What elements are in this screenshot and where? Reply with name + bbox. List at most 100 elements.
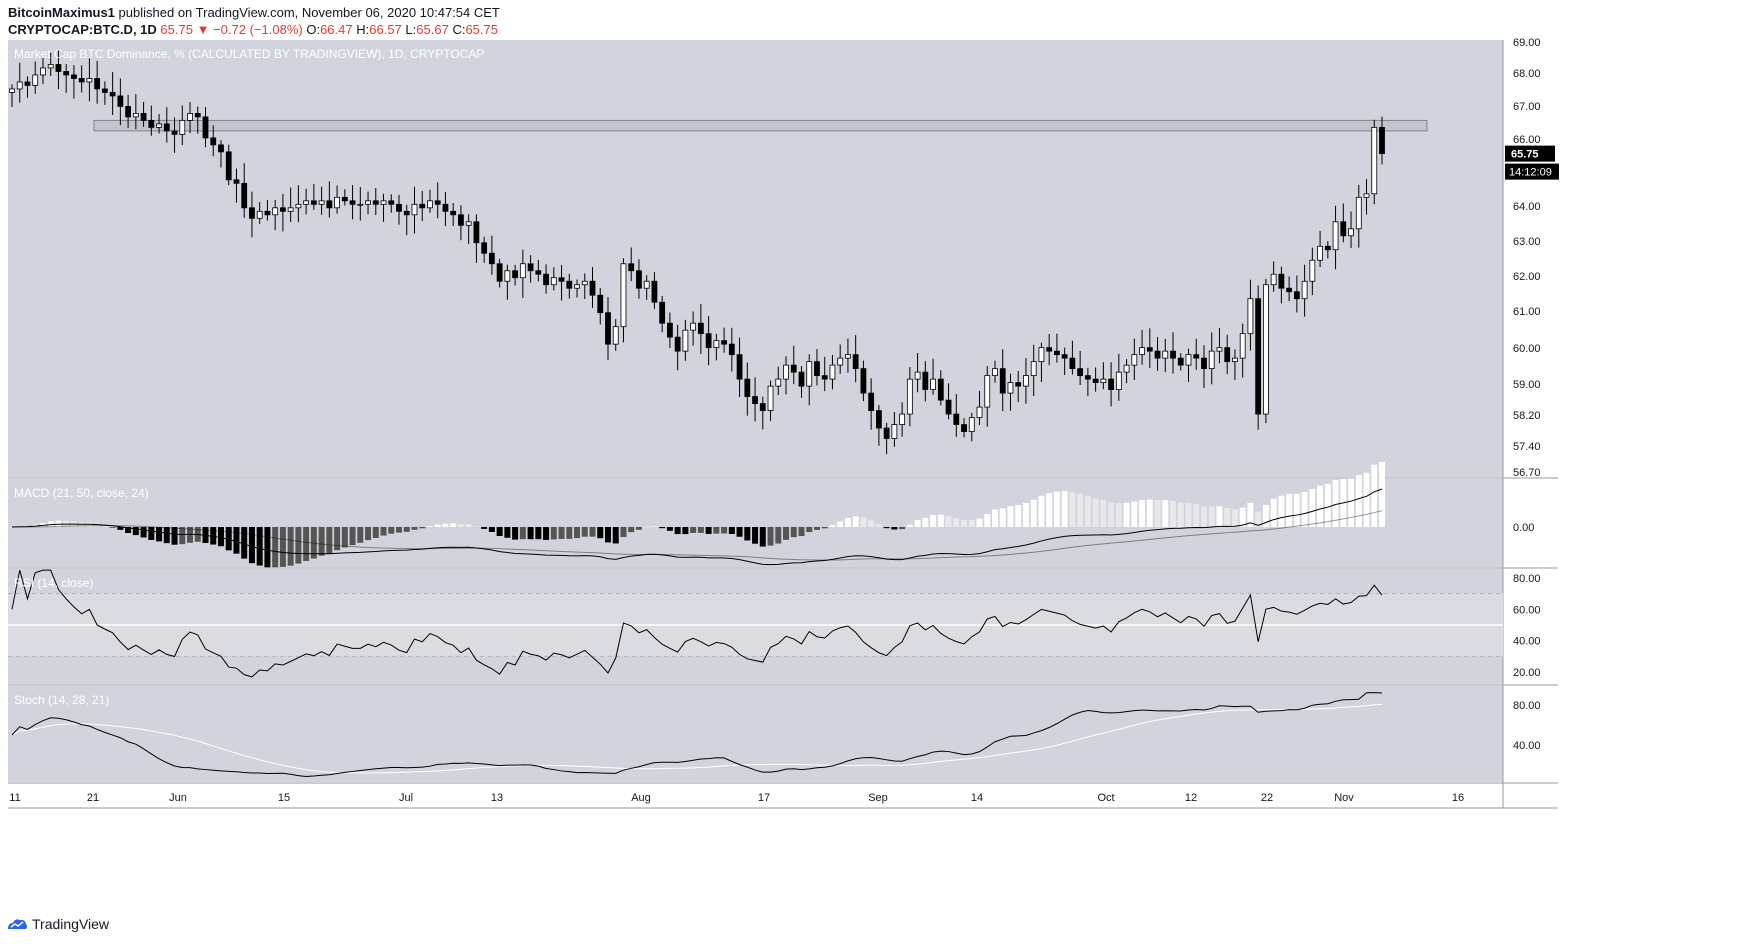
candle-body-130 <box>1015 382 1022 387</box>
macd-histogram-bar-174 <box>1355 475 1362 527</box>
time-tick-label: 13 <box>491 792 503 804</box>
macd-histogram-bar-117 <box>914 520 921 527</box>
macd-histogram-bar-86 <box>674 527 681 535</box>
candle-body-94 <box>736 354 743 380</box>
macd-histogram-bar-5 <box>47 521 54 527</box>
candle-body-121 <box>945 399 952 415</box>
candle-body-135 <box>1054 350 1060 356</box>
macd-histogram-bar-94 <box>736 527 743 537</box>
candle-body-44 <box>349 200 356 205</box>
macd-histogram-bar-53 <box>419 527 426 529</box>
rsi-tick-label: 20.00 <box>1513 667 1541 679</box>
macd-histogram-bar-67 <box>527 527 534 540</box>
macd-histogram-bar-46 <box>365 527 372 541</box>
macd-histogram-bar-122 <box>953 517 960 527</box>
macd-histogram-bar-169 <box>1317 485 1324 527</box>
macd-histogram-bar-114 <box>891 527 898 530</box>
candle-body-117 <box>914 371 921 380</box>
candle-body-17 <box>140 113 147 121</box>
macd-histogram-bar-72 <box>566 527 573 539</box>
candle-body-137 <box>1069 357 1076 370</box>
candle-body-120 <box>937 378 944 401</box>
candle-body-142 <box>1108 378 1114 390</box>
high-label: H: <box>356 22 370 37</box>
candle-body-103 <box>806 361 813 387</box>
macd-histogram-bar-36 <box>287 527 294 566</box>
panel-background-3 <box>8 686 1503 782</box>
macd-histogram-bar-80 <box>628 527 635 533</box>
candle-body-15 <box>125 106 132 118</box>
macd-tick-label: 0.00 <box>1513 522 1534 534</box>
macd-histogram-bar-31 <box>248 527 255 564</box>
macd-histogram-bar-54 <box>426 526 433 527</box>
candle-body-167 <box>1301 280 1308 300</box>
macd-histogram-bar-102 <box>798 527 805 537</box>
candle-body-110 <box>860 368 867 394</box>
candle-body-7 <box>63 71 70 76</box>
candle-body-36 <box>287 207 294 212</box>
candle-body-74 <box>581 280 588 286</box>
candle-body-134 <box>1046 347 1053 352</box>
candle-body-176 <box>1371 127 1378 195</box>
macd-histogram-bar-34 <box>272 527 279 568</box>
macd-histogram-bar-106 <box>829 525 836 527</box>
candle-body-76 <box>597 294 604 314</box>
price-tick-label: 58.20 <box>1513 410 1541 422</box>
macd-histogram-bar-161 <box>1255 511 1262 527</box>
macd-histogram-bar-133 <box>1038 495 1045 527</box>
macd-histogram-bar-20 <box>163 527 170 544</box>
candle-body-143 <box>1115 371 1122 390</box>
candle-body-75 <box>589 280 596 296</box>
macd-histogram-bar-116 <box>906 524 913 527</box>
candle-body-65 <box>512 270 519 279</box>
current-price-badge <box>1505 145 1555 162</box>
macd-histogram-bar-98 <box>767 527 774 546</box>
candle-body-107 <box>837 357 844 366</box>
candle-body-23 <box>187 113 193 121</box>
candle-body-145 <box>1131 354 1138 366</box>
candle-body-67 <box>527 263 534 272</box>
candle-body-108 <box>845 354 851 359</box>
macd-histogram-bar-12 <box>101 525 108 527</box>
macd-histogram-bar-164 <box>1278 495 1285 527</box>
candle-body-100 <box>783 364 789 380</box>
macd-histogram-bar-19 <box>156 527 163 542</box>
ohlc-line: CRYPTOCAP:BTC.D, 1D 65.75 ▼ −0.72 (−1.08… <box>8 22 498 37</box>
macd-histogram-bar-145 <box>1131 501 1138 527</box>
candle-body-160 <box>1247 298 1254 335</box>
candle-body-88 <box>690 322 697 331</box>
symbol-label[interactable]: CRYPTOCAP:BTC.D, 1D <box>8 22 157 37</box>
macd-histogram-bar-71 <box>558 527 565 539</box>
macd-histogram-bar-49 <box>388 527 395 534</box>
candle-body-141 <box>1100 378 1107 384</box>
candle-body-42 <box>334 196 340 209</box>
macd-histogram-bar-155 <box>1208 506 1215 527</box>
author-name[interactable]: BitcoinMaximus1 <box>8 5 115 20</box>
macd-histogram-bar-121 <box>945 515 952 527</box>
tradingview-logo[interactable]: TradingView <box>6 916 109 932</box>
candle-body-122 <box>953 413 960 425</box>
candle-body-16 <box>132 113 139 118</box>
macd-histogram-bar-89 <box>697 527 704 533</box>
candle-body-45 <box>357 203 364 206</box>
macd-histogram-bar-157 <box>1224 508 1231 527</box>
candle-body-82 <box>643 280 650 289</box>
macd-histogram-bar-32 <box>256 527 263 566</box>
macd-histogram-bar-87 <box>682 527 689 535</box>
macd-histogram-bar-92 <box>721 527 728 534</box>
macd-histogram-bar-158 <box>1231 509 1238 527</box>
candle-body-54 <box>427 200 433 209</box>
macd-histogram-bar-77 <box>604 527 611 543</box>
macd-histogram-bar-78 <box>612 527 619 544</box>
macd-histogram-bar-41 <box>326 527 333 554</box>
macd-histogram-bar-73 <box>574 527 581 539</box>
macd-histogram-bar-142 <box>1108 502 1115 527</box>
candle-body-131 <box>1023 375 1029 387</box>
macd-histogram-bar-17 <box>140 527 147 538</box>
macd-histogram-bar-91 <box>713 527 720 534</box>
candle-body-29 <box>233 179 240 184</box>
macd-histogram-bar-75 <box>589 527 596 537</box>
last-price: 65.75 <box>160 22 193 37</box>
macd-histogram-bar-50 <box>396 527 403 533</box>
